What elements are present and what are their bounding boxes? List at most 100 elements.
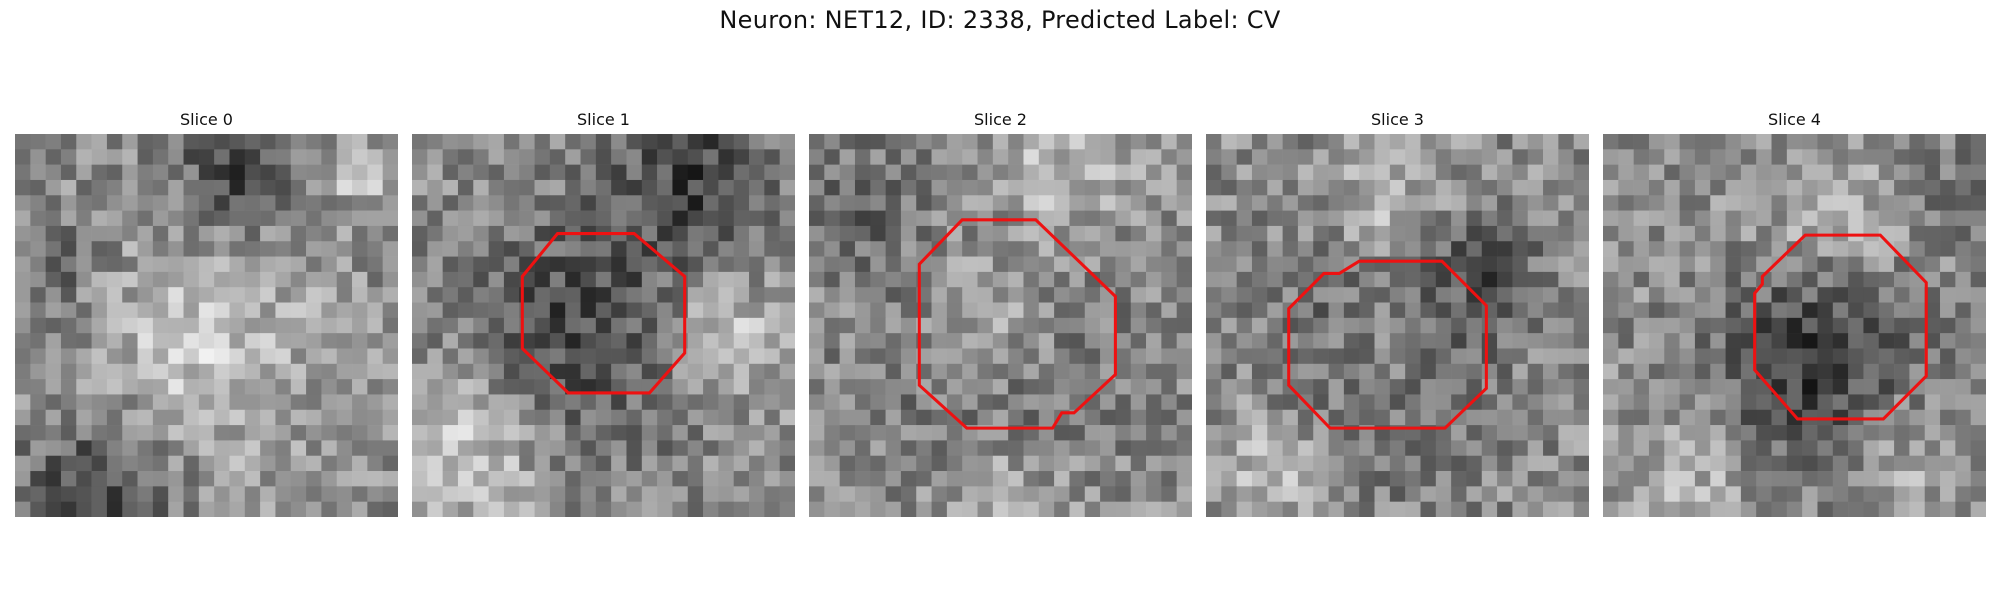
pixel: [106, 486, 123, 502]
pixel: [1221, 455, 1237, 472]
pixel: [45, 149, 62, 165]
pixel: [764, 501, 780, 517]
pixel: [1054, 440, 1070, 457]
pixel: [611, 501, 627, 517]
pixel: [1435, 409, 1452, 426]
pixel: [244, 363, 261, 380]
pixel: [198, 333, 215, 349]
pixel: [809, 225, 825, 242]
pixel: [106, 287, 123, 303]
pixel: [1176, 471, 1192, 487]
pixel: [1527, 210, 1544, 227]
pixel: [30, 302, 46, 319]
pixel: [1832, 164, 1849, 181]
pixel: [1894, 379, 1910, 395]
pixel: [1970, 302, 1986, 319]
pixel: [1313, 348, 1329, 365]
pixel: [1313, 501, 1329, 517]
pixel: [718, 379, 735, 395]
pixel: [1740, 241, 1757, 257]
pixel: [1863, 486, 1880, 502]
pixel: [809, 501, 825, 517]
pixel: [1527, 440, 1544, 457]
pixel: [1236, 363, 1253, 380]
pixel: [503, 134, 520, 150]
pixel: [1023, 271, 1040, 288]
pixel: [1710, 241, 1726, 257]
pixel: [1573, 225, 1589, 242]
pixel: [1970, 210, 1986, 227]
pixel: [1176, 409, 1192, 426]
pixel: [91, 440, 108, 457]
pixel: [779, 409, 795, 426]
pixel: [718, 348, 735, 365]
pixel: [427, 302, 443, 319]
pixel: [839, 409, 856, 426]
pixel: [1679, 394, 1696, 411]
pixel: [1664, 179, 1680, 196]
pixel: [519, 195, 535, 211]
pixel: [885, 271, 902, 288]
pixel: [1023, 440, 1040, 457]
pixel: [1008, 471, 1024, 487]
pixel: [488, 486, 505, 502]
pixel: [1740, 317, 1757, 334]
pixel: [1802, 256, 1818, 273]
pixel: [764, 425, 780, 441]
pixel: [214, 363, 230, 380]
pixel: [854, 149, 871, 165]
pixel: [427, 363, 443, 380]
pixel: [1756, 486, 1772, 502]
pixel: [534, 256, 551, 273]
pixel: [1420, 501, 1437, 517]
pixel: [1008, 134, 1024, 150]
pixel: [534, 287, 551, 303]
slice-title: Slice 0: [180, 110, 233, 129]
pixel: [91, 425, 108, 441]
pixel: [244, 440, 261, 457]
pixel: [306, 210, 322, 227]
pixel: [1161, 271, 1177, 288]
pixel: [382, 241, 398, 257]
pixel: [260, 394, 276, 411]
pixel: [152, 241, 169, 257]
pixel: [106, 195, 123, 211]
pixel: [1648, 333, 1665, 349]
pixel: [1543, 287, 1559, 303]
pixel: [1206, 164, 1222, 181]
pixel: [275, 134, 292, 150]
pixel: [1848, 379, 1864, 395]
pixel: [1405, 409, 1421, 426]
pixel: [91, 134, 108, 150]
pixel: [824, 271, 840, 288]
pixel: [1955, 394, 1971, 411]
pixel: [15, 455, 31, 472]
pixel: [45, 164, 62, 181]
pixel: [1297, 225, 1314, 242]
pixel: [626, 425, 643, 441]
pixel: [687, 455, 704, 472]
pixel: [1848, 440, 1864, 457]
pixel: [229, 241, 246, 257]
pixel: [442, 241, 459, 257]
pixel: [1343, 134, 1360, 150]
pixel: [1543, 134, 1559, 150]
pixel: [870, 195, 886, 211]
pixel: [1451, 363, 1467, 380]
pixel: [977, 271, 994, 288]
pixel: [306, 425, 322, 441]
slice-title: Slice 3: [1371, 110, 1424, 129]
pixel: [122, 425, 138, 441]
pixel: [321, 486, 338, 502]
pixel: [1573, 241, 1589, 257]
pixel: [1481, 134, 1498, 150]
pixel: [275, 149, 292, 165]
pixel: [824, 379, 840, 395]
pixel: [1878, 134, 1895, 150]
pixel: [106, 471, 123, 487]
pixel: [122, 164, 138, 181]
pixel: [412, 471, 428, 487]
pixel: [229, 363, 246, 380]
pixel: [962, 149, 978, 165]
pixel: [1786, 195, 1803, 211]
